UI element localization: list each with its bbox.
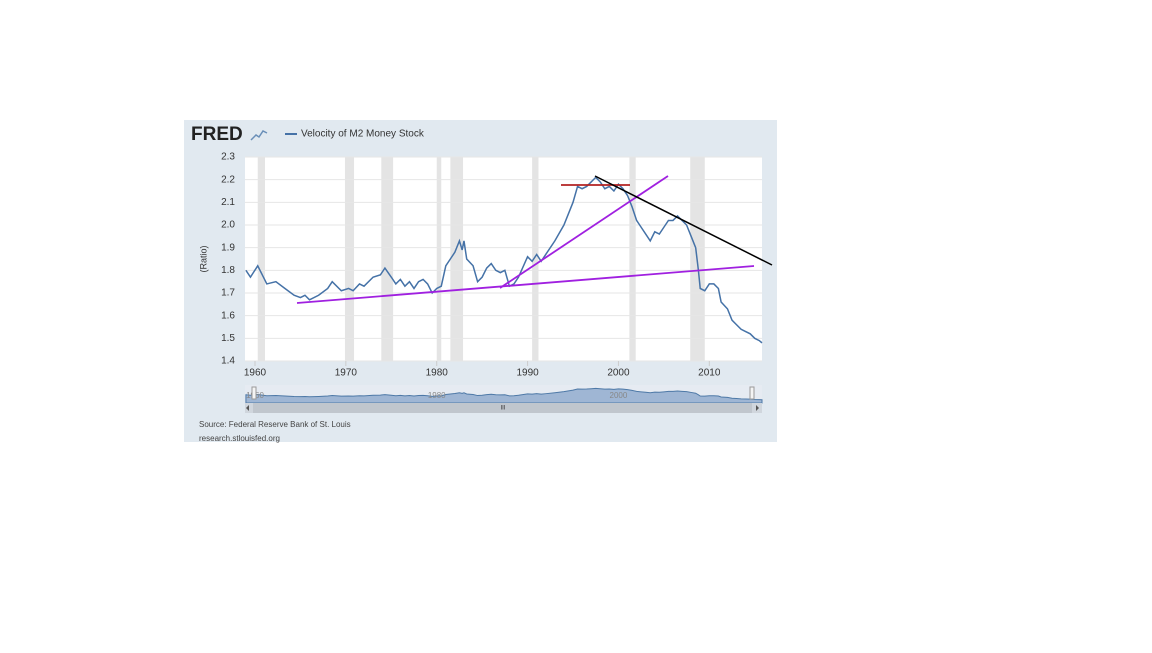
logo-icon [250,130,268,141]
y-axis-label: (Ratio) [198,245,208,272]
y-tick-label: 1.9 [221,242,235,253]
recession-band [344,157,355,361]
x-tick-label: 1970 [335,368,358,379]
logo: FRED [191,124,243,145]
scroll-left[interactable] [246,405,249,411]
navigator-area [245,387,763,404]
recession-band [381,157,394,361]
x-tick-label: 1960 [244,368,267,379]
recession-band [436,157,442,361]
y-tick-label: 2.0 [221,220,235,231]
y-tick-label: 1.6 [221,310,235,321]
y-tick-label: 2.2 [221,174,235,185]
x-tick-label: 2010 [698,368,721,379]
source-url: research.stlouisfed.org [199,434,280,443]
scrollbar-thumb[interactable] [253,403,752,413]
nav-handle[interactable] [251,386,257,400]
scroll-right[interactable] [756,405,759,411]
nav-handle[interactable] [749,386,755,400]
recession-band [629,157,636,361]
trend-line [594,175,773,266]
y-tick-label: 1.8 [221,265,235,276]
source: Source: Federal Reserve Bank of St. Loui… [199,420,351,429]
plot-area [245,157,762,361]
recession-band [532,157,539,361]
recession-band [257,157,265,361]
recession-band [450,157,464,361]
trend-line [499,175,669,289]
navigator-label: 1980 [428,391,446,400]
x-tick-label: 1990 [516,368,539,379]
y-tick-label: 1.4 [221,356,235,367]
y-tick-label: 2.3 [221,152,235,163]
x-tick-label: 2000 [607,368,630,379]
legend-label: Velocity of M2 Money Stock [301,129,425,140]
navigator-label: 2000 [610,391,628,400]
y-tick-label: 1.7 [221,288,235,299]
scrollbar-grip: III [500,406,505,412]
y-tick-label: 2.1 [221,197,235,208]
y-tick-label: 1.5 [221,333,235,344]
trend-line [296,265,755,304]
x-tick-label: 1980 [426,368,449,379]
data-line [245,176,763,344]
